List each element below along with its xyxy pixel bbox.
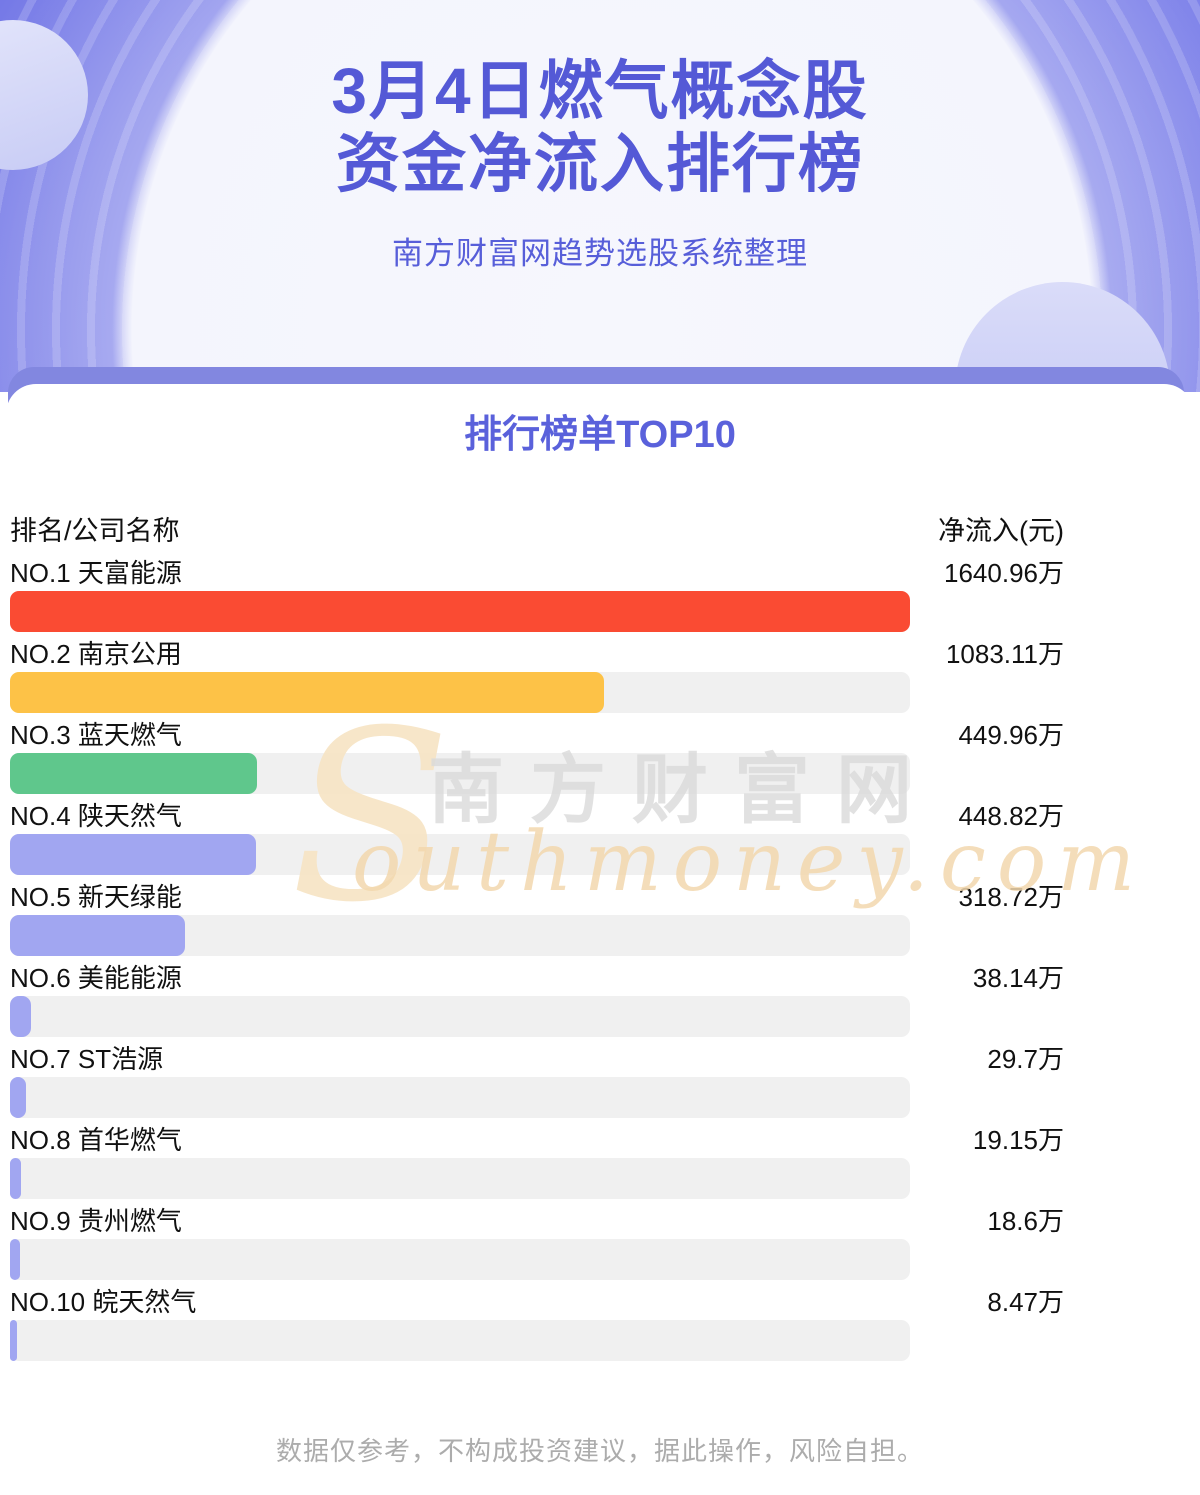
rank-company-label: NO.8 首华燃气 — [10, 1125, 182, 1155]
bar-fill — [10, 1320, 17, 1361]
bar-track — [10, 1320, 910, 1361]
bar-track — [10, 834, 910, 875]
bar-fill — [10, 591, 910, 632]
rank-company-label: NO.3 蓝天燃气 — [10, 720, 182, 750]
disclaimer-text: 数据仅参考，不构成投资建议，据此操作，风险自担。 — [275, 1436, 924, 1466]
rank-company-label: NO.6 美能能源 — [10, 963, 182, 993]
ranking-row-labels: NO.5 新天绿能 318.72万 — [6, 884, 1194, 910]
net-inflow-value: 8.47万 — [987, 1287, 1064, 1317]
column-header-netinflow: 净流入(元) — [938, 516, 1064, 546]
ranking-row: NO.6 美能能源 38.14万 — [6, 965, 1194, 1046]
ranking-row: NO.4 陕天然气 448.82万 — [6, 803, 1194, 884]
bar-track — [10, 996, 910, 1037]
ranking-row-labels: NO.10 皖天然气 8.47万 — [6, 1289, 1194, 1315]
net-inflow-value: 38.14万 — [972, 963, 1064, 993]
rank-company-label: NO.1 天富能源 — [10, 558, 182, 588]
ranking-row: NO.8 首华燃气 19.15万 — [6, 1127, 1194, 1208]
ranking-row: NO.10 皖天然气 8.47万 — [6, 1289, 1194, 1370]
page-subtitle: 南方财富网趋势选股系统整理 — [392, 236, 808, 271]
rank-company-label: NO.5 新天绿能 — [10, 882, 182, 912]
bar-track — [10, 915, 910, 956]
table-header: 排名/公司名称 净流入(元) — [6, 516, 1194, 548]
section-heading-cn: 排行榜单 — [464, 414, 617, 456]
bar-fill — [10, 915, 185, 956]
ranking-row-labels: NO.3 蓝天燃气 449.96万 — [6, 722, 1194, 748]
content-card: 排行榜单TOP10 排名/公司名称 净流入(元) NO.1 天富能源 1640.… — [6, 384, 1194, 1495]
bar-fill — [10, 1077, 27, 1118]
page-title-line1: 3月4日燃气概念股 — [331, 55, 869, 127]
ranking-row: NO.2 南京公用 1083.11万 — [6, 641, 1194, 722]
bar-fill — [10, 996, 31, 1037]
bar-fill — [10, 1158, 21, 1199]
ranking-row: NO.9 贵州燃气 18.6万 — [6, 1208, 1194, 1289]
rank-company-label: NO.10 皖天然气 — [10, 1287, 197, 1317]
ranking-row-labels: NO.2 南京公用 1083.11万 — [6, 641, 1194, 667]
net-inflow-value: 318.72万 — [958, 882, 1064, 912]
net-inflow-value: 29.7万 — [987, 1044, 1064, 1074]
bar-fill — [10, 753, 257, 794]
net-inflow-value: 19.15万 — [972, 1125, 1064, 1155]
ranking-row-labels: NO.7 ST浩源 29.7万 — [6, 1046, 1194, 1072]
net-inflow-value: 1640.96万 — [944, 558, 1064, 588]
bar-fill — [10, 1239, 21, 1280]
bar-track — [10, 1239, 910, 1280]
hero-text-block: 3月4日燃气概念股 资金净流入排行榜 南方财富网趋势选股系统整理 — [0, 55, 1200, 273]
bar-track — [10, 591, 910, 632]
ranking-row: NO.1 天富能源 1640.96万 — [6, 560, 1194, 641]
section-heading: 排行榜单TOP10 — [6, 412, 1194, 458]
bar-track — [10, 753, 910, 794]
ranking-row: NO.3 蓝天燃气 449.96万 — [6, 722, 1194, 803]
rank-company-label: NO.2 南京公用 — [10, 639, 182, 669]
ranking-row-labels: NO.8 首华燃气 19.15万 — [6, 1127, 1194, 1153]
hero-header: 3月4日燃气概念股 资金净流入排行榜 南方财富网趋势选股系统整理 — [0, 0, 1200, 392]
ranking-row-labels: NO.4 陕天然气 448.82万 — [6, 803, 1194, 829]
bar-track — [10, 1077, 910, 1118]
net-inflow-value: 18.6万 — [987, 1206, 1064, 1236]
bar-fill — [10, 834, 257, 875]
net-inflow-value: 1083.11万 — [945, 639, 1064, 669]
ranking-row-labels: NO.6 美能能源 38.14万 — [6, 965, 1194, 991]
section-heading-top10: TOP10 — [616, 414, 736, 456]
bar-fill — [10, 672, 605, 713]
ranking-row: NO.7 ST浩源 29.7万 — [6, 1046, 1194, 1127]
ranking-row-labels: NO.9 贵州燃气 18.6万 — [6, 1208, 1194, 1234]
rank-company-label: NO.4 陕天然气 — [10, 801, 182, 831]
ranking-row-labels: NO.1 天富能源 1640.96万 — [6, 560, 1194, 586]
bar-track — [10, 1158, 910, 1199]
bar-track — [10, 672, 910, 713]
column-header-company: 排名/公司名称 — [10, 516, 180, 546]
net-inflow-value: 449.96万 — [958, 720, 1064, 750]
net-inflow-value: 448.82万 — [958, 801, 1064, 831]
rank-company-label: NO.9 贵州燃气 — [10, 1206, 182, 1236]
rank-company-label: NO.7 ST浩源 — [10, 1044, 164, 1074]
ranking-row: NO.5 新天绿能 318.72万 — [6, 884, 1194, 965]
chart-rows: NO.1 天富能源 1640.96万 NO.2 南京公用 1083.11万 NO… — [6, 560, 1194, 1370]
page-title-line2: 资金净流入排行榜 — [336, 128, 864, 200]
